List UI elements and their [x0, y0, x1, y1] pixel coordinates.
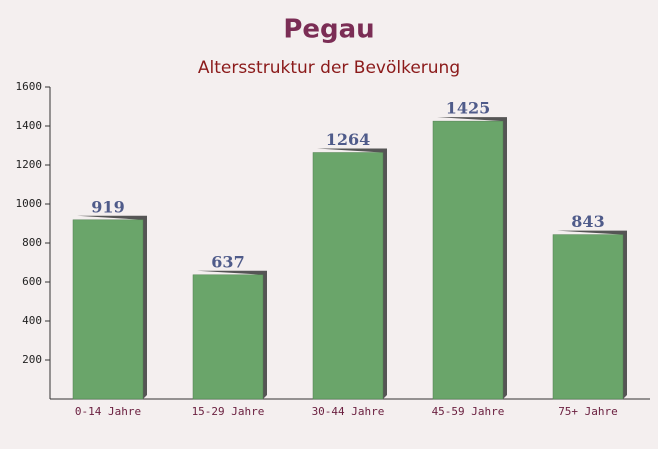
y-tick-label: 800 — [22, 236, 42, 249]
y-tick-label: 600 — [22, 275, 42, 288]
x-tick-label: 0-14 Jahre — [75, 405, 141, 418]
y-tick-label: 1600 — [16, 80, 43, 93]
bar — [192, 274, 264, 400]
y-tick-label: 400 — [22, 314, 42, 327]
value-label: 637 — [211, 252, 244, 271]
x-tick-label: 30-44 Jahre — [312, 405, 385, 418]
value-label: 843 — [571, 212, 604, 231]
value-label: 919 — [91, 197, 124, 216]
value-label: 1264 — [326, 130, 371, 149]
y-tick-label: 1400 — [16, 119, 43, 132]
x-tick-label: 15-29 Jahre — [192, 405, 265, 418]
chart-subtitle: Altersstruktur der Bevölkerung — [198, 58, 460, 78]
bar — [552, 234, 624, 400]
bar — [432, 120, 504, 400]
y-tick-label: 1000 — [16, 197, 43, 210]
value-label: 1425 — [446, 99, 491, 118]
x-tick-label: 45-59 Jahre — [432, 405, 505, 418]
y-tick-label: 1200 — [16, 158, 43, 171]
x-tick-label: 75+ Jahre — [558, 405, 618, 418]
bar — [72, 219, 144, 400]
y-tick-label: 200 — [22, 353, 42, 366]
chart-title: Pegau — [283, 15, 374, 45]
bar — [312, 152, 384, 400]
